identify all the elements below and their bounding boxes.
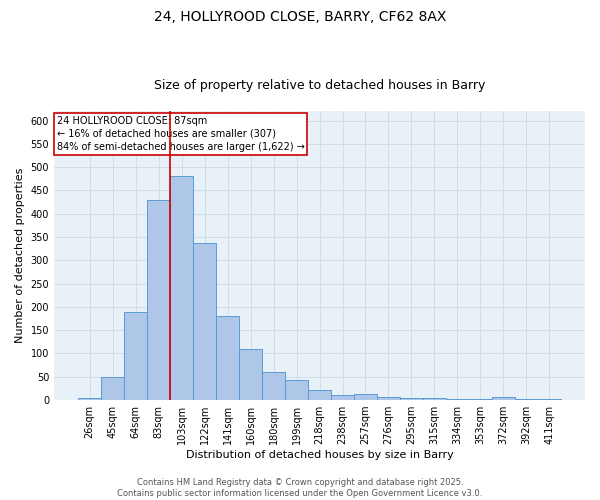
Bar [285,380,308,400]
X-axis label: Distribution of detached houses by size in Barry: Distribution of detached houses by size … [185,450,454,460]
Bar [147,200,170,400]
Text: Contains HM Land Registry data © Crown copyright and database right 2025.
Contai: Contains HM Land Registry data © Crown c… [118,478,482,498]
Bar [469,399,492,400]
Bar [331,395,354,400]
Bar [354,394,377,400]
Bar [78,398,101,400]
Text: 24, HOLLYROOD CLOSE, BARRY, CF62 8AX: 24, HOLLYROOD CLOSE, BARRY, CF62 8AX [154,10,446,24]
Bar [423,398,446,400]
Bar [308,390,331,400]
Bar [515,399,538,400]
Bar [538,398,561,400]
Bar [262,372,285,400]
Bar [377,397,400,400]
Bar [101,377,124,400]
Bar [492,397,515,400]
Bar [400,398,423,400]
Text: 24 HOLLYROOD CLOSE: 87sqm
← 16% of detached houses are smaller (307)
84% of semi: 24 HOLLYROOD CLOSE: 87sqm ← 16% of detac… [56,116,305,152]
Bar [446,399,469,400]
Bar [216,316,239,400]
Bar [239,349,262,400]
Title: Size of property relative to detached houses in Barry: Size of property relative to detached ho… [154,79,485,92]
Bar [124,312,147,400]
Bar [170,176,193,400]
Y-axis label: Number of detached properties: Number of detached properties [15,168,25,344]
Bar [193,243,216,400]
